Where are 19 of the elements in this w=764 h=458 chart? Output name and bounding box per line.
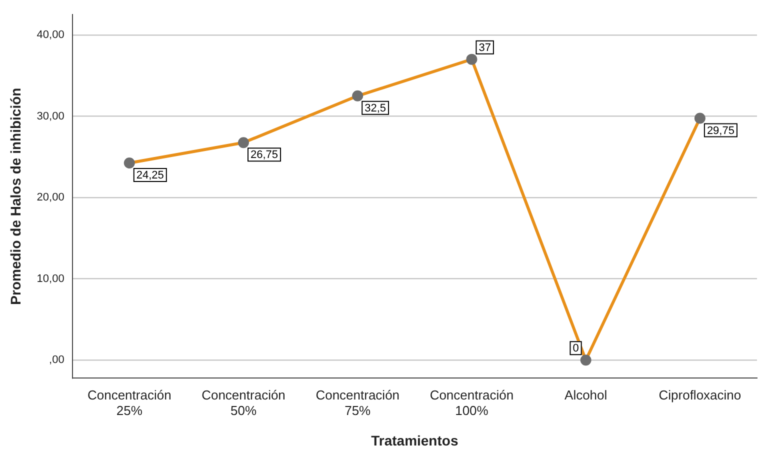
x-tick-label: Alcohol (564, 387, 608, 402)
x-tick-label: Concentración 50% (202, 387, 286, 418)
x-tick-label: Concentración 25% (87, 387, 172, 418)
data-label: 26,75 (250, 149, 278, 162)
y-axis-title: Promedio de Halos de inhibición (7, 88, 24, 305)
data-label: 24,25 (136, 170, 164, 182)
x-axis-title: Tratamientos (371, 432, 458, 448)
y-tick-label: 30,00 (36, 110, 64, 122)
y-tick-label: 20,00 (36, 192, 64, 204)
data-label: 0 (572, 342, 579, 355)
x-tick-label: Ciprofloxacino (658, 387, 742, 402)
data-label: 37 (478, 42, 491, 54)
y-tick-label: 10,00 (36, 272, 64, 285)
y-tick-label: 40,00 (36, 28, 64, 41)
data-label: 32,5 (364, 102, 386, 114)
data-label: 29,75 (706, 124, 734, 137)
x-tick-label: Concentración 100% (430, 387, 514, 418)
y-tick-label: ,00 (49, 354, 64, 366)
x-tick-label: Concentración 75% (316, 387, 400, 418)
